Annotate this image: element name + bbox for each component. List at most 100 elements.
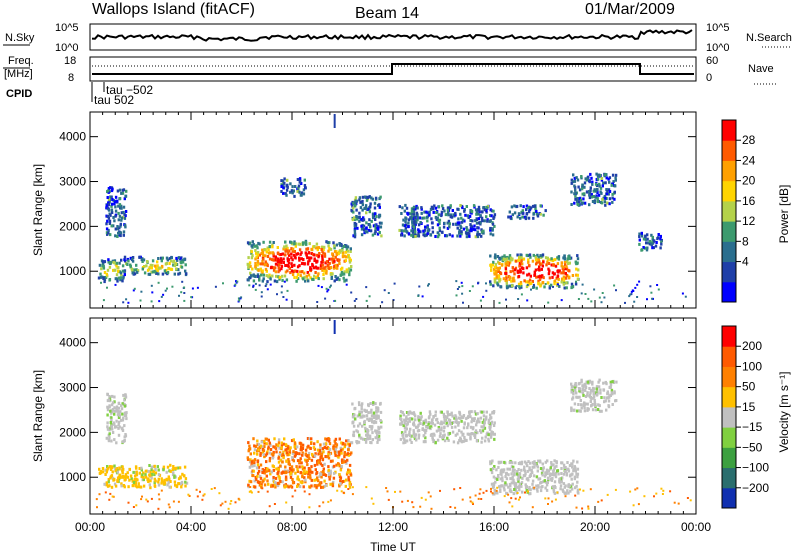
colorbar-segment <box>722 406 736 428</box>
colorbar-segment <box>722 241 736 263</box>
echo-region-8 <box>507 204 547 221</box>
echo-region-1 <box>98 463 189 490</box>
velocity-ylabel: Slant Range [km] <box>31 370 45 462</box>
beam-title: Beam 14 <box>355 5 419 22</box>
power-axes: 4000 3000 2000 1000 <box>59 112 697 308</box>
echo-region-4 <box>399 410 496 445</box>
xtick-label: 20:00 <box>580 520 610 534</box>
ytick-label: 1000 <box>59 470 86 484</box>
echo-region-6 <box>570 378 618 413</box>
colorbar-tick-label: 12 <box>742 214 756 228</box>
colorbar-tick-label: 20 <box>742 174 756 188</box>
echo-region-9 <box>570 172 618 207</box>
nsearch-label: N.Search <box>746 32 792 44</box>
ytick-label: 2000 <box>59 425 86 439</box>
echo-region-0 <box>105 392 128 445</box>
echo-region-1 <box>97 258 125 284</box>
colorbar-segment <box>722 160 736 182</box>
date-title: 01/Mar/2009 <box>585 1 675 18</box>
ytick-label: 3000 <box>59 381 86 395</box>
echo-region-2 <box>246 437 353 490</box>
echo-region-5 <box>489 459 580 496</box>
colorbar-tick-label: 15 <box>742 400 756 414</box>
colorbar-segment <box>722 346 736 367</box>
nsearch-tick-bottom: 10^0 <box>706 42 730 54</box>
echo-region-4 <box>280 177 307 198</box>
freq-panel <box>89 56 697 82</box>
nave-tick-top: 60 <box>706 55 718 67</box>
xtick-label: 04:00 <box>176 520 206 534</box>
colorbar-segment <box>722 326 736 347</box>
colorbar-segment <box>722 261 736 283</box>
velocity-heatmap <box>95 320 692 510</box>
echo-region-5 <box>350 195 383 239</box>
nsky-label: N.Sky <box>5 32 35 44</box>
freq-tick-top: 18 <box>64 55 76 67</box>
colorbar-segment <box>722 427 736 448</box>
power-colorbar-label: Power [dB] <box>777 185 791 244</box>
echo-region-3 <box>350 401 383 445</box>
colorbar-tick-label: −200 <box>742 481 769 495</box>
xtick-label: 00:00 <box>681 520 711 534</box>
colorbar-tick-label: 16 <box>742 194 756 208</box>
velocity-axes: 4000 3000 2000 1000 00:00 04:00 08:00 12:00 16:0… <box>59 318 711 534</box>
ytick-label: 1000 <box>59 264 86 278</box>
xaxis-label: Time UT <box>370 540 416 554</box>
colorbar-segment <box>722 467 736 489</box>
colorbar-segment <box>722 120 736 141</box>
echo-region-10 <box>638 231 663 252</box>
xtick-label: 12:00 <box>378 520 408 534</box>
freq-unit: [MHz] <box>4 68 33 80</box>
velocity-colorbar-label: Velocity [m s⁻¹] <box>777 371 791 452</box>
ytick-label: 3000 <box>59 175 86 189</box>
colorbar-tick-label: 24 <box>742 153 756 167</box>
freq-trace <box>92 63 694 75</box>
cpid-annotation-1: tau −502 <box>106 83 153 97</box>
colorbar-tick-label: 8 <box>742 234 749 248</box>
colorbar-segment <box>722 200 736 222</box>
nsky-panel <box>89 23 697 51</box>
colorbar-tick-label: 28 <box>742 133 756 147</box>
power-colorbar: 28 24 20 16 12 8 4 <box>721 119 756 303</box>
ytick-label: 4000 <box>59 336 86 350</box>
ytick-label: 2000 <box>59 219 86 233</box>
station-title: Wallops Island (fitACF) <box>92 1 255 18</box>
nsky-trace <box>91 29 693 42</box>
ytick-label: 4000 <box>59 130 86 144</box>
freq-tick-bottom: 8 <box>68 72 74 84</box>
nsky-tick-top: 10^5 <box>55 22 79 34</box>
nsearch-tick-top: 10^5 <box>706 22 730 34</box>
vertical-spike <box>333 320 336 334</box>
nave-label: Nave <box>748 63 774 75</box>
echo-region-6 <box>398 203 497 239</box>
xtick-label: 16:00 <box>479 520 509 534</box>
power-panel-frame <box>89 111 697 309</box>
velocity-colorbar: 200 100 50 15 −15 −50 −100 −200 <box>721 325 769 509</box>
echo-region-3 <box>246 239 353 284</box>
colorbar-tick-label: −15 <box>742 420 763 434</box>
echo-region-2 <box>123 255 188 277</box>
colorbar-segment <box>722 140 736 161</box>
cpid-annotation-2: tau 502 <box>94 93 134 107</box>
colorbar-tick-label: 200 <box>742 339 762 353</box>
colorbar-tick-label: 100 <box>742 359 762 373</box>
power-ylabel: Slant Range [km] <box>31 164 45 256</box>
colorbar-segment <box>722 386 736 408</box>
echo-region-0 <box>105 186 128 238</box>
nsky-tick-bottom: 10^0 <box>55 42 79 54</box>
cpid-label: CPID <box>6 88 32 100</box>
freq-label: Freq. <box>8 55 34 67</box>
power-heatmap <box>97 114 687 304</box>
colorbar-segment <box>722 281 736 303</box>
xtick-label: 08:00 <box>277 520 307 534</box>
colorbar-segment <box>722 180 736 202</box>
vertical-spike <box>333 114 336 128</box>
colorbar-segment <box>722 447 736 469</box>
xtick-label: 00:00 <box>75 520 105 534</box>
nave-tick-bottom: 0 <box>706 72 712 84</box>
colorbar-tick-label: −100 <box>742 461 769 475</box>
colorbar-segment <box>722 487 736 509</box>
ground-scatter <box>95 486 692 510</box>
colorbar-segment <box>722 221 736 242</box>
echo-region-7 <box>489 253 580 290</box>
